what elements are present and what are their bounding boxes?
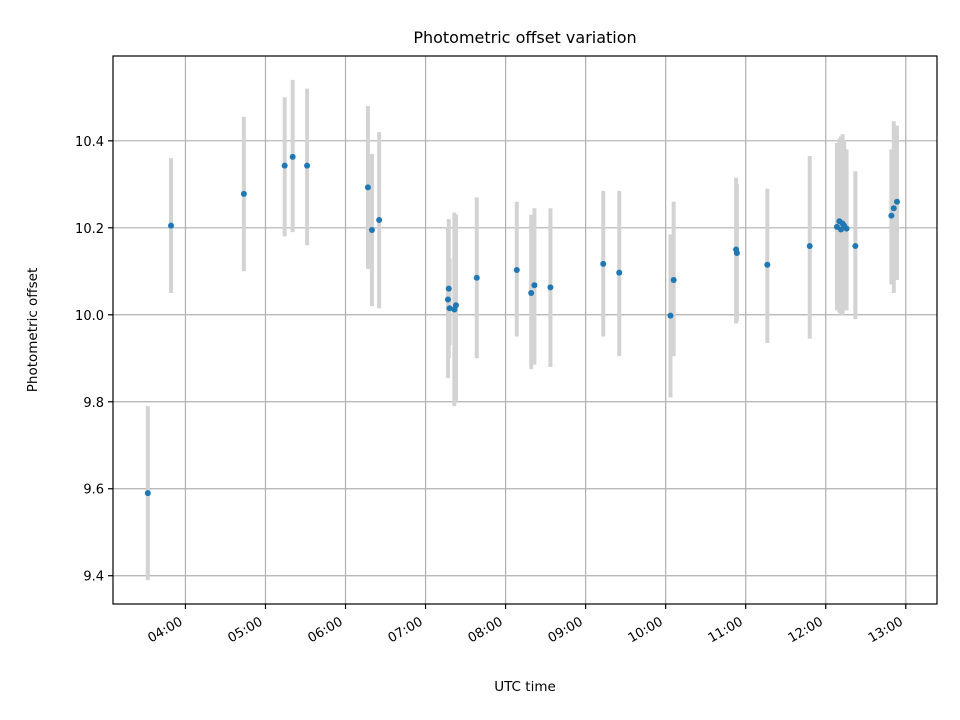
data-point [473,274,480,281]
data-points [144,153,900,497]
data-point [168,222,175,229]
data-point [445,285,452,292]
data-point [600,260,607,267]
data-point [281,162,288,169]
y-tick-label: 10.2 [75,222,104,237]
data-point [888,212,895,219]
data-point [368,226,375,233]
data-point [364,184,371,191]
data-point [444,296,451,303]
data-point [852,243,859,250]
y-axis-ticks: 9.4 9.6 9.8 10.0 10.2 10.4 [75,135,113,585]
data-point [144,490,151,497]
data-point [547,284,554,291]
data-point [446,305,453,312]
data-point [893,198,900,205]
y-axis-label: Photometric offset [25,268,41,392]
data-point [452,302,459,309]
data-point [376,216,383,223]
data-point [531,282,538,289]
y-tick-label: 10.4 [75,135,104,150]
data-point [890,205,897,212]
plot-frame [112,55,938,605]
data-point [289,153,296,160]
data-point [843,225,850,232]
x-axis-label: UTC time [494,679,556,695]
data-point [616,269,623,276]
y-tick-label: 9.4 [83,570,104,585]
data-point [528,290,535,297]
chart-title: Photometric offset variation [413,28,636,47]
data-point [304,162,311,169]
y-tick-label: 9.6 [83,483,104,498]
y-tick-label: 10.0 [75,309,104,324]
data-point [733,250,740,257]
data-point [670,276,677,283]
data-point [764,261,771,268]
data-point [806,243,813,250]
data-point [513,266,520,273]
data-point [240,190,247,197]
y-tick-label: 9.8 [83,396,104,411]
data-point [667,312,674,319]
grid [113,56,937,604]
